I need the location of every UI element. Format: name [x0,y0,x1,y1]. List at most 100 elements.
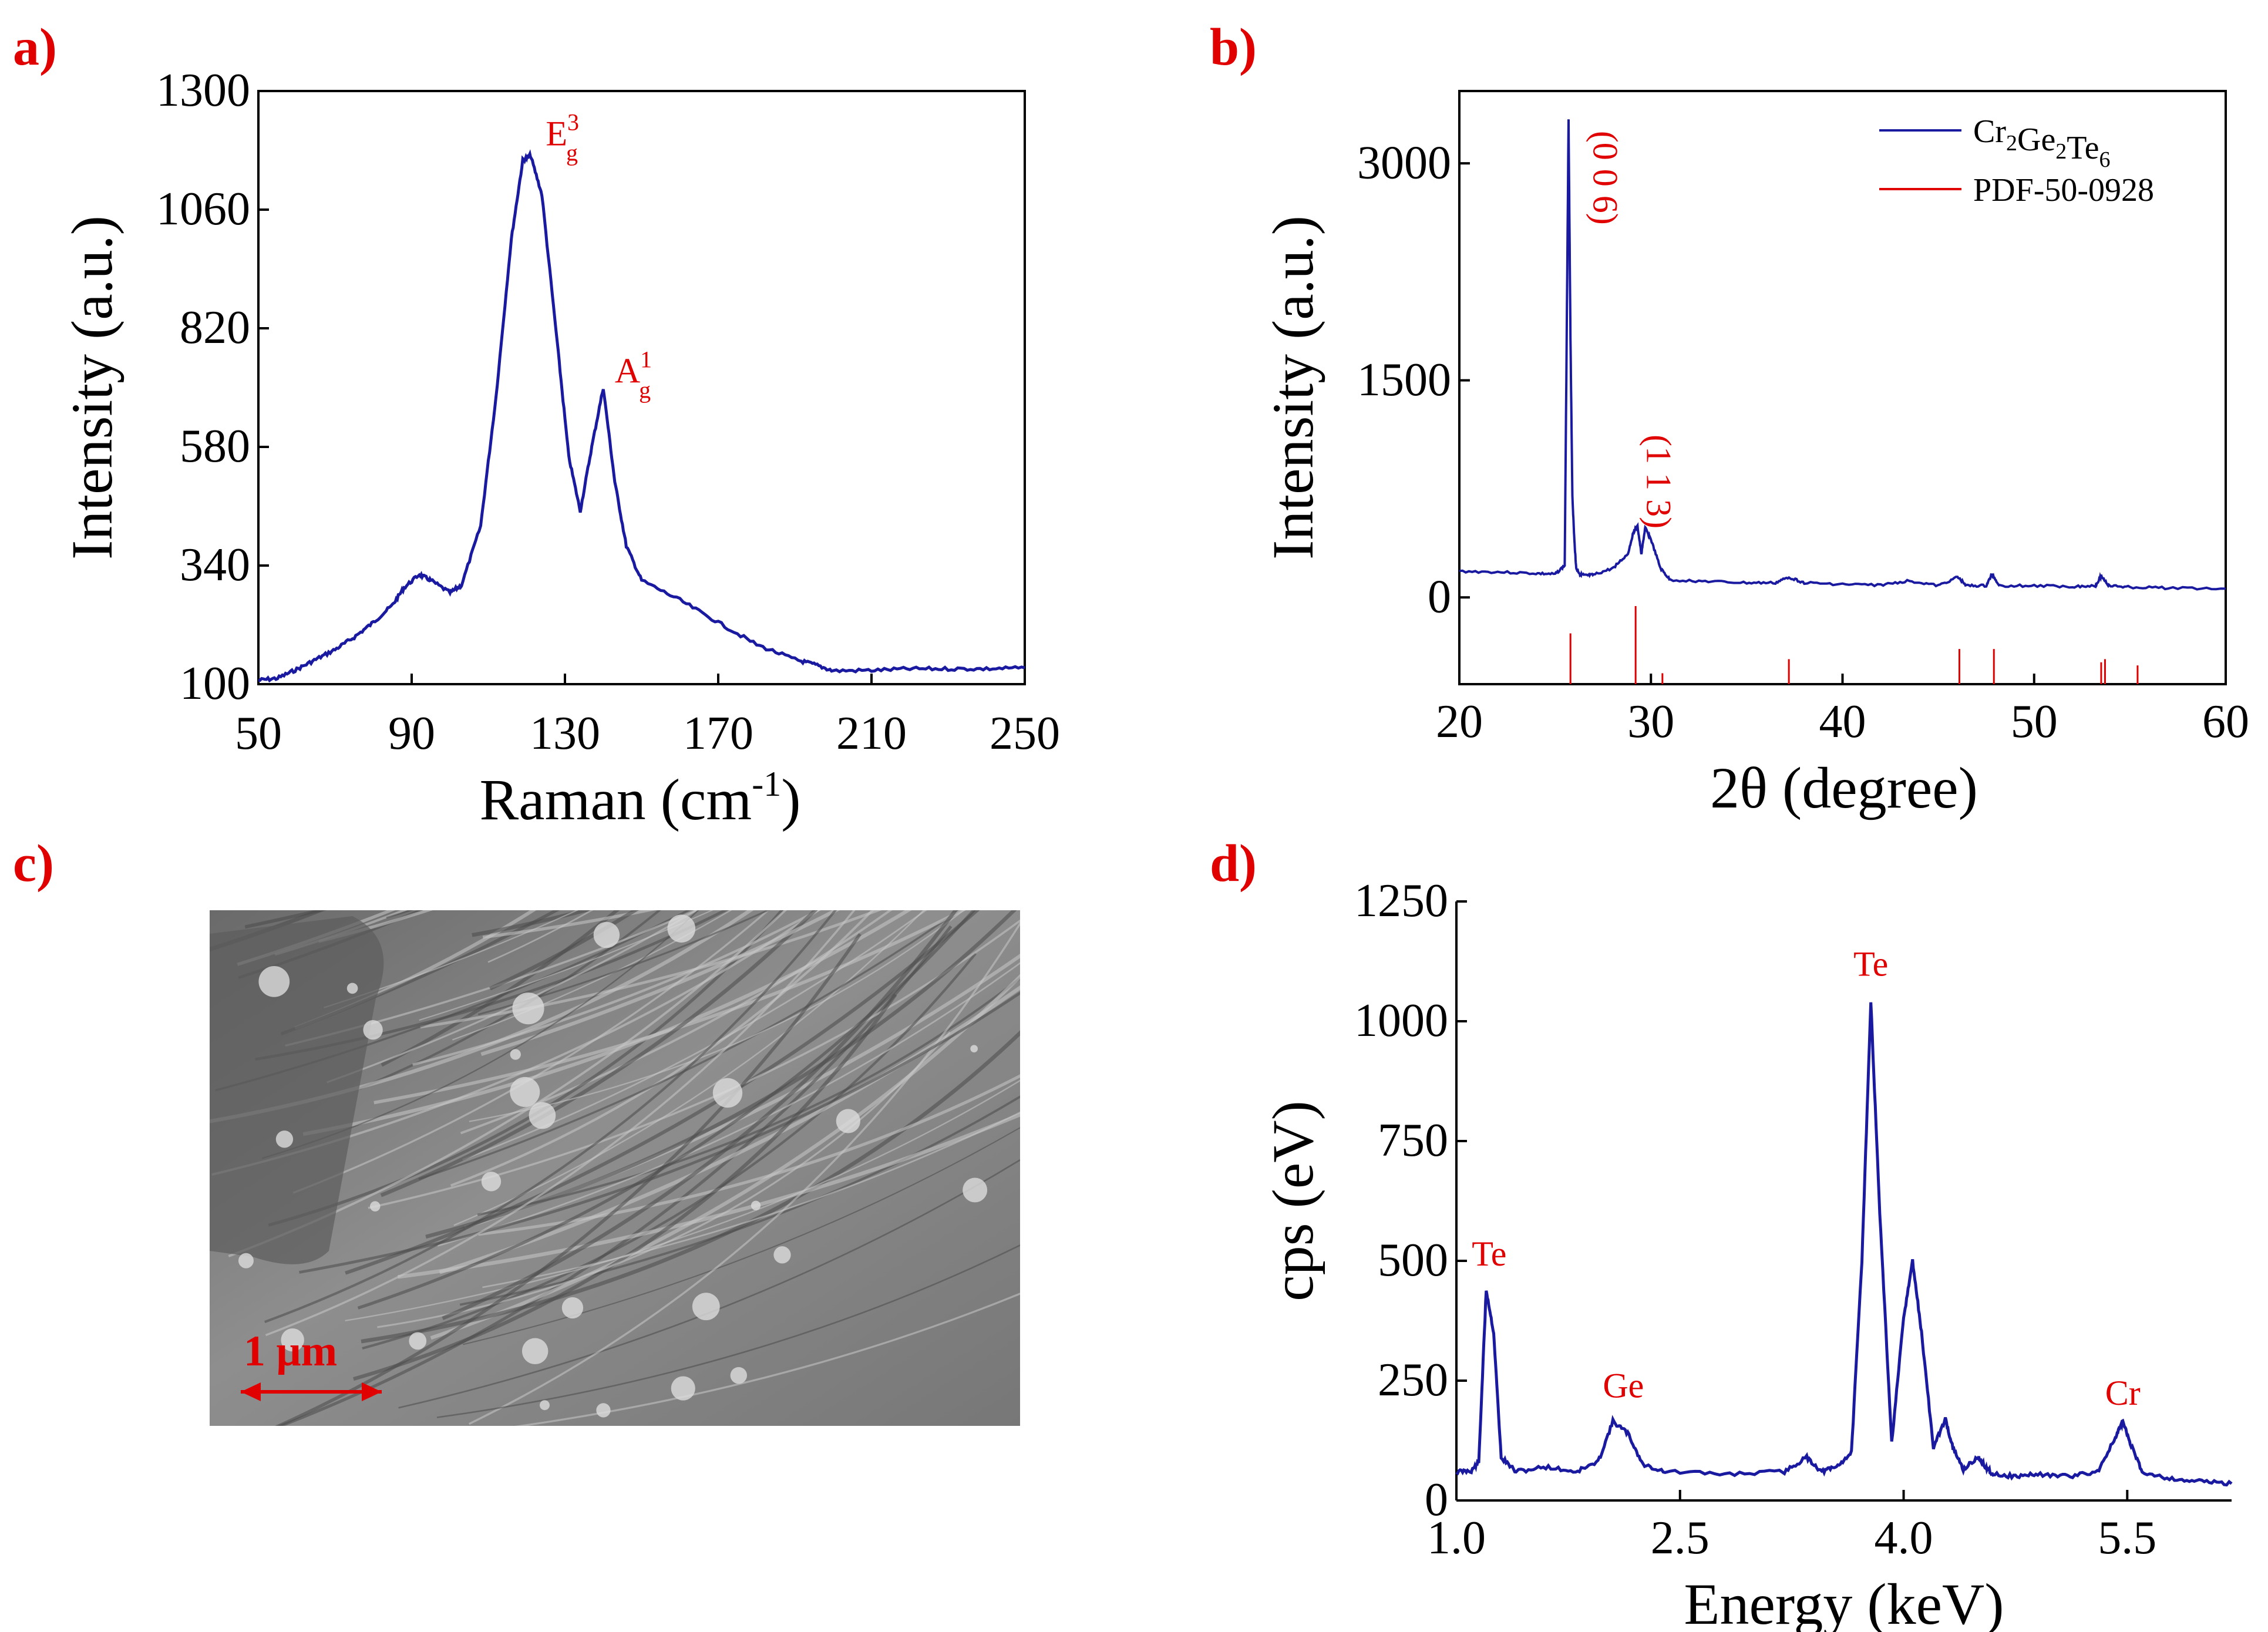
legend-label-series: Cr2Ge2Te6 [1973,113,2110,172]
y-tick-label: 0 [1428,571,1451,622]
raman-peak-labels: E3 g A1 g [546,109,652,403]
sem-particle [836,1109,860,1133]
peak-label: A1 g [615,346,652,403]
sem-particle [369,1201,381,1212]
eds-series-line [1455,1002,2233,1487]
x-tick-label: 50 [235,708,282,759]
raman-x-axis-title-sup: -1 [752,765,781,803]
x-tick-label: 1.0 [1427,1512,1486,1564]
sem-streak [463,1127,1020,1345]
y-tick-label: 1060 [156,183,250,235]
sem-streak [327,910,699,1083]
sem-streak [299,991,1020,1274]
sem-streak [277,925,953,1426]
x-tick-label: 210 [836,708,907,759]
y-tick-label: 500 [1378,1234,1448,1286]
xrd-reference-lines [1569,605,2139,684]
sem-streak [368,919,1020,1209]
xrd-series-line [1459,119,2226,591]
eds-axes [1455,901,2232,1502]
sem-particle [363,1020,383,1040]
sem-particle [671,1376,695,1401]
sem-streak [265,910,856,1337]
sem-particle [773,1246,791,1264]
y-tick-label: 750 [1378,1115,1448,1166]
sem-streak [237,910,396,966]
sem-streak [264,910,837,1324]
panel-label-c: c) [13,834,54,893]
sem-streak [262,910,699,1159]
sem-layer-streaks [210,910,1020,1426]
x-tick-label: 50 [2011,696,2058,748]
sem-particle [346,982,358,994]
sem-streak [487,910,594,963]
raman-x-axis-title-close: ) [781,767,800,832]
sem-streak [274,933,862,1426]
sem-streak [353,993,897,1381]
eds-x-axis-title: Energy (keV) [1684,1572,2004,1632]
sem-streak [398,1112,1020,1279]
sem-streak [238,910,424,980]
sem-particle [409,1332,427,1350]
x-tick-label: 2.5 [1651,1512,1710,1564]
sem-dark-flake [210,916,384,1264]
panel-label-a: a) [13,18,57,76]
sem-particle [258,966,290,997]
scale-bar: 1 μm [241,1327,382,1401]
x-tick-label: 5.5 [2098,1512,2156,1564]
x-tick-label: 130 [530,708,600,759]
x-tick-label: 90 [388,708,435,759]
eds-peak-labels: Te Ge Te Cr [1472,944,2140,1412]
eds-ticks: 1.0 2.5 4.0 5.5 0 250 500 750 1000 1250 [1354,875,2156,1564]
sem-streak [285,910,699,1047]
y-tick-label: 100 [180,658,250,709]
sem-particle [596,1403,611,1418]
sem-streak [418,910,961,1180]
element-label: Cr [2105,1374,2141,1412]
y-tick-label: 0 [1425,1474,1448,1526]
sem-streak [345,1079,1020,1322]
x-tick-label: 30 [1627,696,1674,748]
sem-streak [442,910,958,1320]
xrd-y-axis-title: Intensity (a.u.) [1260,216,1325,560]
sem-particle [281,1328,304,1352]
raman-ticks: 50 90 130 170 210 250 100 340 580 820 1060 1300 [156,65,1060,759]
element-label: Ge [1603,1367,1644,1405]
sem-streak [430,974,1020,1340]
sem-streak [280,910,560,1036]
y-tick-label: 3000 [1357,137,1451,189]
sem-streak [412,910,821,1066]
sem-particle [275,1130,294,1148]
x-tick-label: 250 [990,708,1060,759]
sem-particle [521,1338,549,1365]
x-tick-label: 170 [683,708,753,759]
sem-particle [540,1400,550,1411]
raman-plot-frame [257,90,1026,685]
sem-streak [274,910,408,956]
raman-x-axis-title-main: Raman (cm [479,767,752,832]
sem-streak [462,910,927,1160]
raman-chart: 50 90 130 170 210 250 100 340 580 820 1060 1300 E3 g… [59,65,1060,832]
xrd-ticks: 20 30 40 50 60 0 1500 3000 [1357,137,2249,748]
sem-particle [561,1297,584,1319]
sem-streak [215,910,691,1092]
sem-particle [963,1177,988,1203]
sem-particle [667,914,696,943]
y-tick-label: 1250 [1354,875,1448,927]
sem-particle [512,992,544,1025]
sem-streak [453,910,925,1226]
sem-streak [480,910,840,1056]
eds-y-axis-title: cps (eV) [1260,1101,1325,1301]
sem-streak [398,1159,1020,1409]
sem-particle [730,1367,748,1384]
sem-particle [751,1200,761,1210]
panel-label-b: b) [1210,18,1257,76]
sem-particle [238,1253,254,1268]
sem-streak [420,910,882,1029]
sem-streak [302,910,912,1136]
peak-label: (0 0 6) [1586,131,1624,225]
legend-label-reference: PDF-50-0928 [1973,172,2154,208]
sem-streak [357,910,976,1310]
sem-streak [294,910,537,1030]
